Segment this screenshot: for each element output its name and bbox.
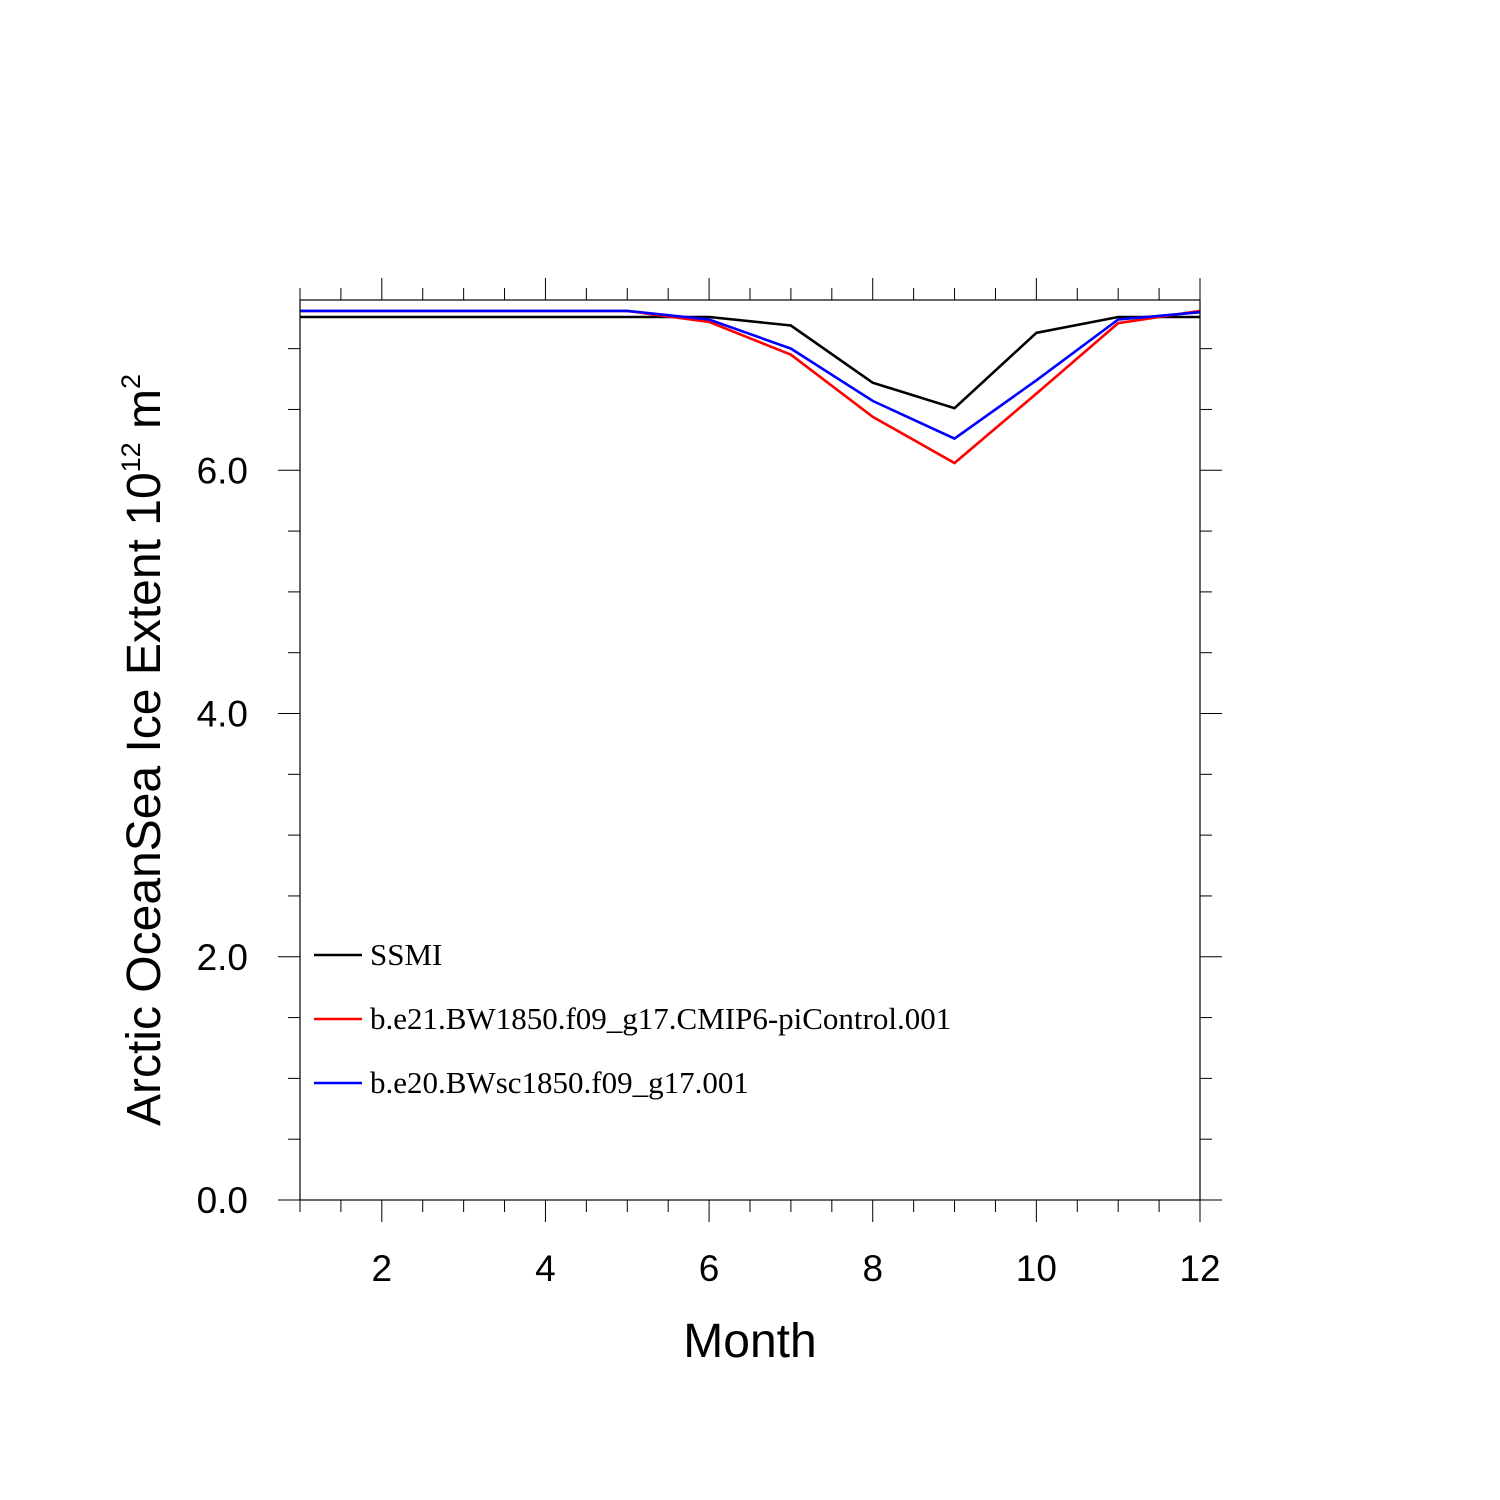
x-tick-label: 10 (1016, 1248, 1057, 1289)
legend-label: SSMI (370, 937, 442, 972)
y-axis-title-unit: m (118, 389, 171, 442)
legend-label: b.e20.BWsc1850.f09_g17.001 (370, 1065, 749, 1100)
legend: SSMI b.e21.BW1850.f09_g17.CMIP6-piControl… (314, 937, 951, 1100)
x-tick-labels: 2 4 6 8 10 12 (372, 1248, 1221, 1289)
y-axis-title-exponent: 12 (116, 442, 146, 472)
series-line-2 (300, 309, 1201, 441)
legend-label: b.e21.BW1850.f09_g17.CMIP6-piControl.001 (370, 1001, 951, 1036)
y-axis-title: Arctic OceanSea Ice Extent 1012 m2 (116, 374, 171, 1126)
x-tick-label: 12 (1179, 1248, 1220, 1289)
series-lines (300, 309, 1201, 465)
y-tick-labels: 0.0 2.0 4.0 6.0 (197, 450, 248, 1221)
plot-frame (299, 299, 1201, 1201)
axis-ticks (278, 278, 1222, 1222)
x-tick-label: 6 (699, 1248, 720, 1289)
x-tick-label: 2 (372, 1248, 393, 1289)
series-line-0 (300, 315, 1200, 410)
y-tick-label: 4.0 (197, 694, 248, 735)
y-axis-title-main: Arctic OceanSea Ice Extent 10 (118, 472, 171, 1126)
x-tick-label: 4 (535, 1248, 556, 1289)
y-tick-label: 0.0 (197, 1180, 248, 1221)
x-tick-label: 8 (862, 1248, 883, 1289)
y-tick-label: 6.0 (197, 450, 248, 491)
y-axis-title-unit-exponent: 2 (116, 374, 146, 389)
y-tick-label: 2.0 (197, 937, 248, 978)
x-axis-title: Month (683, 1315, 816, 1368)
